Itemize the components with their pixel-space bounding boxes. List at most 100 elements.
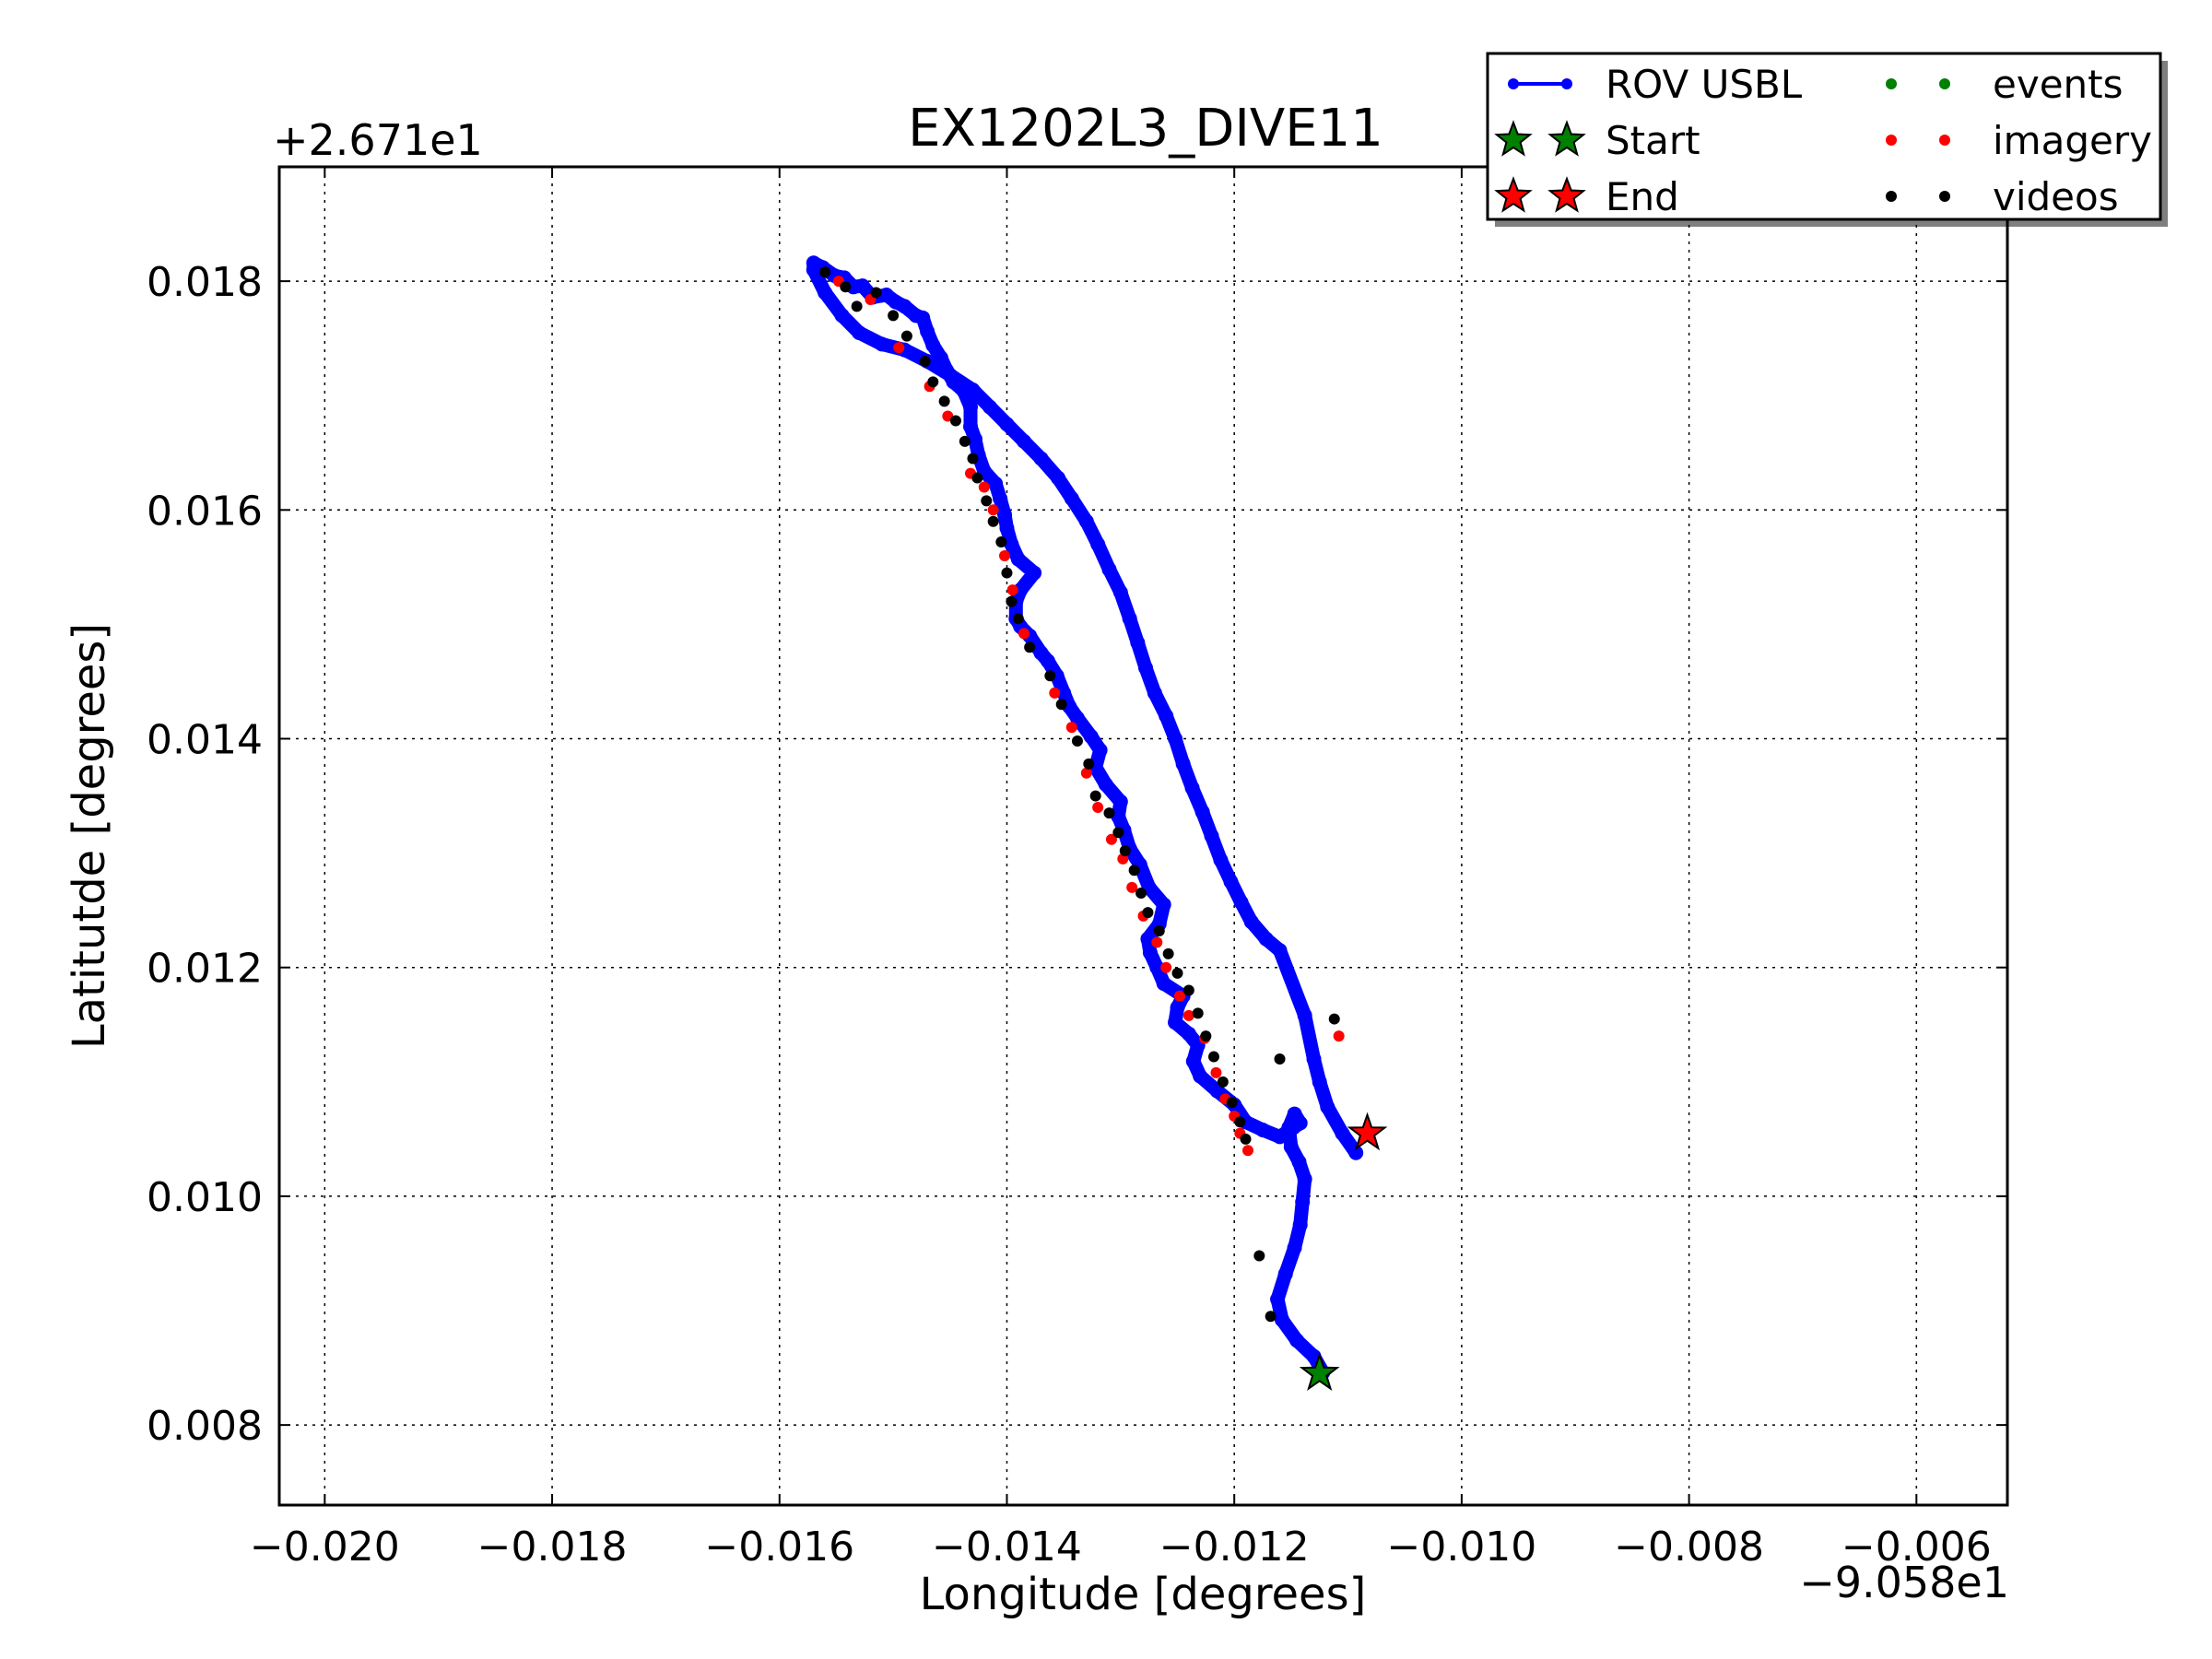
imagery-point [1160, 961, 1172, 973]
track-point [1156, 897, 1171, 912]
track-point [1291, 1154, 1307, 1170]
videos-point [987, 515, 999, 527]
track-point [1287, 1240, 1302, 1255]
videos-point [900, 330, 912, 342]
legend-label: End [1606, 174, 1679, 219]
track-point [1255, 1122, 1271, 1137]
track-point [818, 285, 833, 300]
videos-point [1234, 1116, 1246, 1128]
track-point [1312, 1074, 1327, 1089]
legend: ROV USBL events Start imagery End videos [1486, 52, 2168, 227]
imagery-point [1092, 801, 1104, 813]
track-point [1098, 777, 1113, 793]
track-point [1130, 635, 1146, 651]
track-point [1142, 945, 1158, 960]
track-point [982, 399, 997, 415]
y-tick-label: 0.012 [147, 946, 263, 993]
videos-point [1265, 1311, 1277, 1323]
videos-point [840, 281, 852, 293]
track-point [1090, 536, 1106, 552]
imagery-point [1018, 628, 1030, 640]
videos-point [888, 310, 900, 322]
track-point [1156, 976, 1171, 992]
track-point [1209, 1083, 1225, 1099]
track-point [1147, 685, 1162, 700]
videos-point [1103, 807, 1115, 819]
track-point [942, 367, 958, 382]
videos-point [1328, 1013, 1340, 1025]
chart-title: EX1202L3_DIVE11 [908, 99, 1383, 159]
x-tick-label: −0.008 [1614, 1524, 1764, 1571]
axis-ticks [279, 167, 2007, 1505]
imagery-point [1105, 833, 1117, 845]
y-tick-label: 0.010 [147, 1174, 263, 1221]
videos-point [1200, 1030, 1212, 1042]
track-point [1122, 611, 1137, 627]
track-point [845, 279, 861, 295]
x-tick-label: −0.014 [932, 1524, 1082, 1571]
videos-point [1135, 888, 1147, 900]
track-point [1010, 551, 1026, 567]
legend-swatch-star [1494, 176, 1533, 213]
track-point [993, 490, 1008, 506]
legend-swatch-dot [1561, 78, 1572, 89]
track-point [1274, 1312, 1289, 1327]
videos-point [1162, 947, 1174, 959]
y-axis-label: Latitutde [degrees] [64, 623, 115, 1049]
track-point [1292, 1217, 1308, 1232]
videos-point [967, 453, 979, 465]
videos-point [1153, 925, 1165, 937]
videos-point [1001, 567, 1013, 579]
track-point [1297, 1007, 1312, 1023]
legend-swatch-dot [1886, 78, 1897, 89]
y-offset-label: +2.671e1 [273, 115, 483, 165]
imagery-point [1241, 1145, 1253, 1157]
imagery-point [999, 549, 1011, 561]
track-point [1204, 829, 1219, 843]
track-point [1283, 1139, 1299, 1155]
tick-labels: −0.020 −0.018 −0.016 −0.014 −0.012 −0.010 −0.0… [147, 259, 1992, 1571]
track-point [1004, 536, 1019, 552]
videos-point [1071, 735, 1083, 747]
track-point [1335, 1125, 1350, 1141]
track-point [1149, 959, 1165, 975]
videos-point [938, 395, 950, 407]
imagery-point [893, 342, 905, 354]
rov-usbl-track [806, 255, 1364, 1381]
track-point [834, 308, 850, 324]
y-tick-label: 0.014 [147, 717, 263, 764]
track-point [967, 431, 982, 447]
track-point [1193, 1068, 1208, 1084]
x-tick-label: −0.006 [1841, 1524, 1992, 1571]
videos-point [1253, 1250, 1265, 1262]
track-line [806, 255, 1363, 1380]
legend-label: Start [1606, 118, 1700, 163]
track-point [1056, 685, 1072, 700]
track-point [1181, 1026, 1196, 1041]
imagery-point [1182, 1009, 1194, 1021]
track-point [965, 382, 981, 397]
videos-point [1055, 699, 1067, 711]
track-point [963, 399, 978, 415]
track-point [999, 521, 1015, 536]
videos-point [1012, 613, 1024, 625]
videos-point [949, 415, 961, 427]
track-point [1175, 756, 1191, 771]
legend-swatch-dot [1939, 78, 1950, 89]
imagery-point [987, 504, 999, 516]
legend-swatch-star [1547, 176, 1586, 213]
videos-point [1207, 1051, 1219, 1063]
track-point [1170, 1000, 1185, 1016]
plot-frame [277, 165, 2009, 1507]
track-point [1069, 711, 1085, 726]
track-point [806, 262, 821, 277]
y-tick-label: 0.016 [147, 488, 263, 535]
videos-point [971, 472, 983, 484]
videos-point [1083, 758, 1095, 770]
track-point [1033, 645, 1049, 661]
track-point [1168, 1015, 1183, 1030]
track-point [1078, 513, 1094, 529]
track-point [933, 350, 948, 366]
track-point [1013, 582, 1029, 598]
videos-point [1112, 827, 1124, 839]
